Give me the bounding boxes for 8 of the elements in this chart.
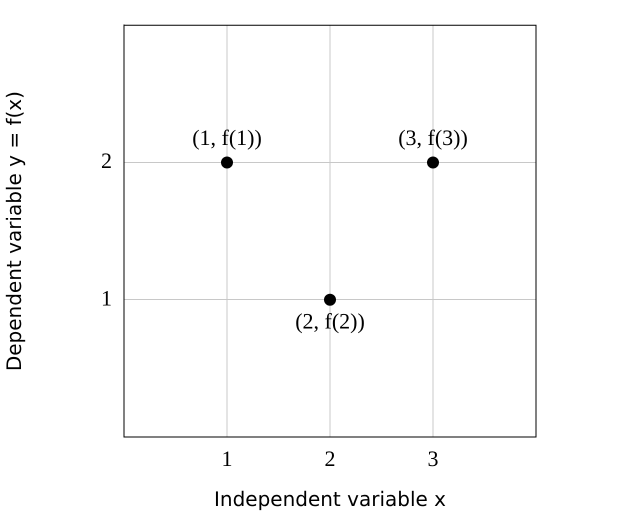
annotation: (3, f(3)) bbox=[398, 125, 468, 150]
y-axis-title: Dependent variable y = f(x) bbox=[2, 91, 26, 372]
x-tick-label: 1 bbox=[222, 446, 232, 471]
annotation: (1, f(1)) bbox=[192, 125, 262, 150]
x-tick-label: 3 bbox=[428, 446, 438, 471]
x-tick-label: 2 bbox=[324, 446, 336, 471]
annotation: (2, f(2)) bbox=[295, 308, 365, 334]
x-axis-title: Independent variable x bbox=[214, 487, 446, 512]
